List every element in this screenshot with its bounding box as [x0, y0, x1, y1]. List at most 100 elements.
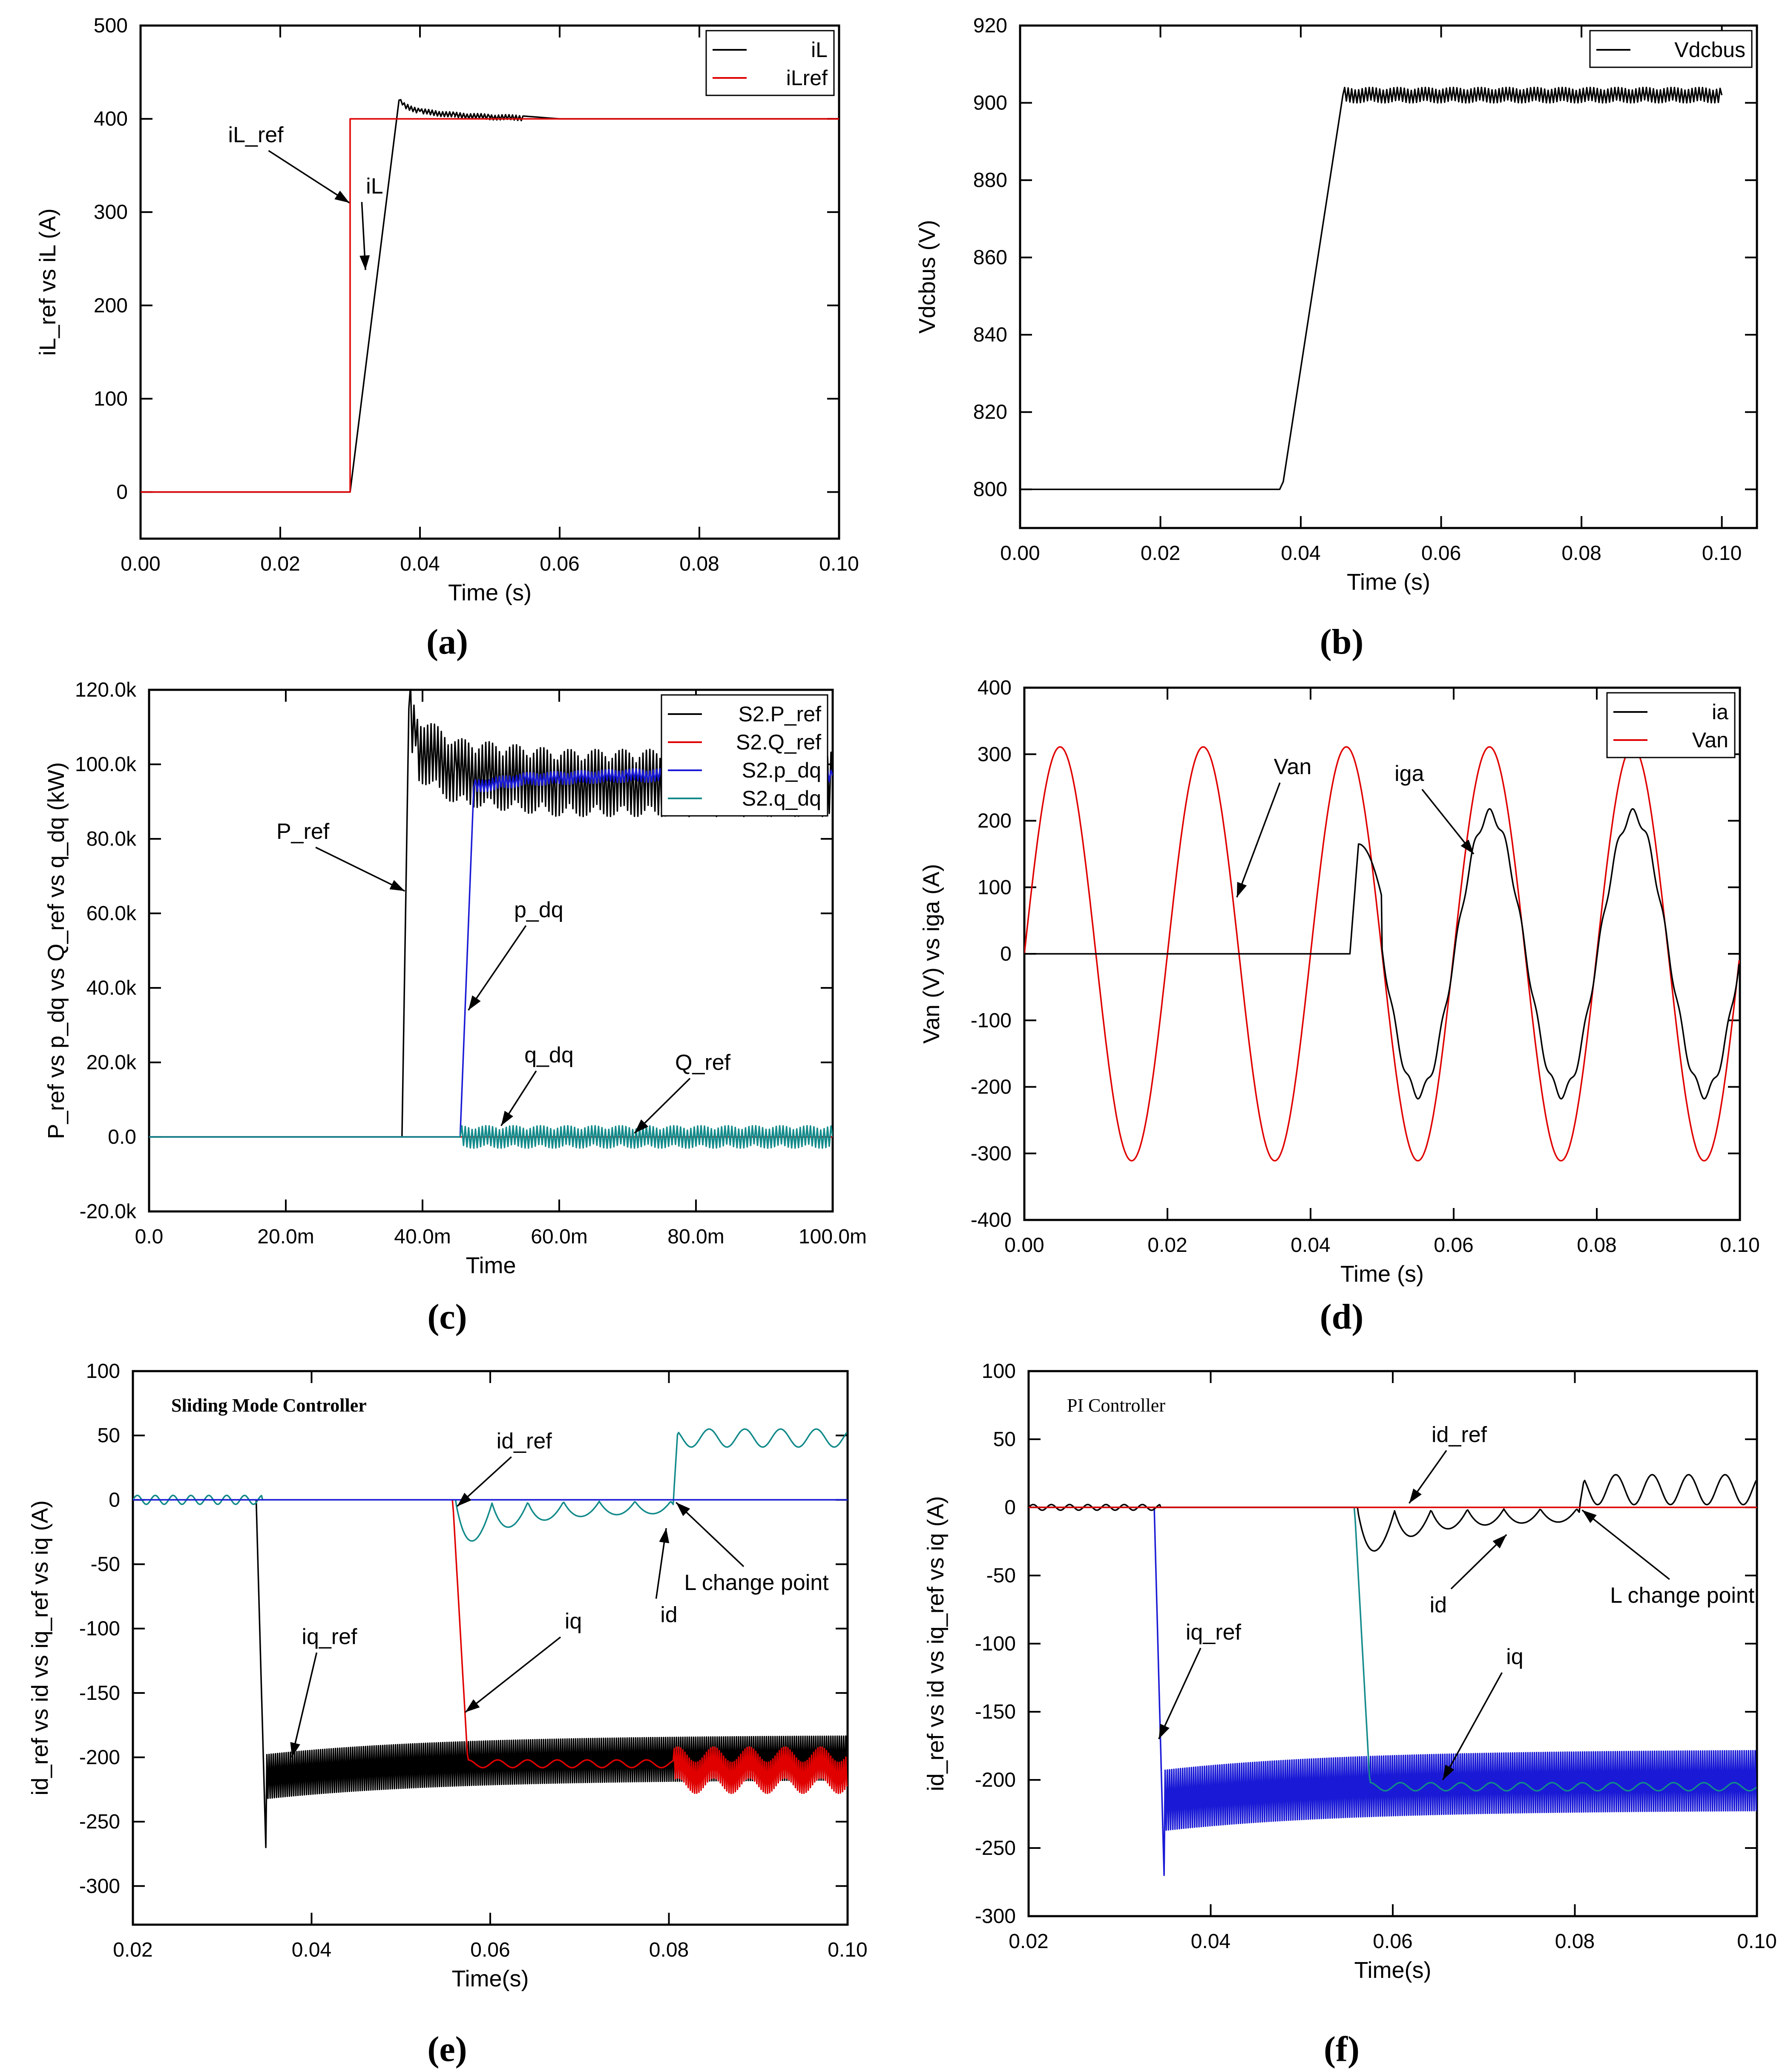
- y-tick-label: 860: [973, 247, 1007, 269]
- annotation-arrow: [1581, 1510, 1670, 1580]
- series-group: [1029, 1474, 1757, 1876]
- y-axis-label: id_ref vs id vs iq_ref vs iq (A): [27, 1500, 53, 1795]
- x-tick-label: 60.0m: [531, 1225, 587, 1248]
- x-tick-label: 0.06: [540, 553, 579, 575]
- chart-d: 0.00 0.02 0.04 0.06 0.08 0.10 -400 -300 -200 -100…: [919, 677, 1760, 1337]
- legend-box: [661, 694, 828, 817]
- y-tick-label: 0: [1004, 1496, 1016, 1519]
- annotation-label: iq: [1506, 1644, 1523, 1669]
- annotation-arrow: [268, 150, 350, 204]
- y-tick-label: 0: [116, 481, 128, 503]
- plot-frame: [148, 689, 834, 1213]
- y-tick-label: -150: [79, 1682, 120, 1705]
- y-tick-label: -50: [986, 1564, 1016, 1587]
- y-tick-label: 100.0k: [75, 753, 137, 776]
- annotation-arrow: [468, 925, 527, 1011]
- series-ia: [1024, 808, 1740, 1100]
- chart-b: 0.00 0.02 0.04 0.06 0.08 0.10 800 820 840 860 880 9…: [914, 14, 1758, 662]
- x-axis-label: Time (s): [1340, 1261, 1424, 1287]
- annotation-label: id_ref: [1432, 1422, 1487, 1447]
- arrow-head: [659, 1528, 670, 1544]
- y-tick-label: 100: [94, 387, 128, 410]
- x-tick-label: 0.02: [113, 1939, 152, 1961]
- x-axis-label: Time: [466, 1253, 516, 1278]
- x-tick-label: 0.08: [1555, 1930, 1595, 1953]
- legend-label: S2.p_dq: [742, 758, 821, 782]
- arrow-head: [1159, 1724, 1170, 1739]
- legend-label: S2.q_dq: [742, 786, 821, 810]
- y-tick-label: 200: [977, 810, 1012, 832]
- x-tick-label: 0.10: [828, 1939, 867, 1961]
- chart-c: 0.0 20.0m 40.0m 60.0m 80.0m 100.0m-20.0k0.020…: [43, 679, 867, 1337]
- y-tick-label: -200: [79, 1746, 120, 1769]
- x-tick-label: 0.02: [1147, 1234, 1187, 1257]
- arrow-head: [468, 995, 481, 1010]
- y-tick-label: 840: [973, 324, 1007, 346]
- x-tick-label: 0.08: [1577, 1234, 1616, 1257]
- y-tick-label: 0.0: [108, 1126, 136, 1148]
- y-tick-label: 120.0k: [75, 679, 137, 701]
- y-tick-label: 0: [109, 1489, 120, 1511]
- panel-caption: (e): [427, 2029, 467, 2069]
- x-tick-label: 0.08: [1561, 542, 1601, 565]
- x-tick-label: 0.00: [1004, 1234, 1044, 1257]
- annotation-arrow: [1158, 1647, 1202, 1739]
- x-tick-label: 0.08: [679, 553, 719, 575]
- legend-label: Van: [1692, 728, 1728, 752]
- series-id: [133, 1428, 848, 1542]
- arrow-head: [290, 1742, 300, 1757]
- x-tick-label: 0.04: [1191, 1930, 1230, 1953]
- x-axis-label: Time(s): [1354, 1957, 1432, 1983]
- x-tick-label: 0.00: [1000, 542, 1040, 565]
- legend-label: S2.P_ref: [738, 702, 821, 726]
- plot-frame: [139, 24, 840, 540]
- arrow-head: [465, 1699, 480, 1713]
- y-tick-label: 500: [94, 14, 128, 37]
- series-s2-p-dq: [149, 768, 833, 1138]
- y-tick-label: -200: [975, 1769, 1016, 1791]
- series-group: [1020, 86, 1723, 490]
- annotation-label: q_dq: [524, 1043, 574, 1068]
- y-axis-label: Vdcbus (V): [914, 220, 940, 333]
- legend: ia Van: [1606, 692, 1736, 758]
- x-tick-label: 0.08: [649, 1939, 689, 1961]
- chart-f: 0.02 0.04 0.06 0.08 0.10 -300 -250 -200 -150 -100…: [923, 1360, 1777, 2069]
- series-iq: [1029, 1507, 1757, 1792]
- annotation-label: Q_ref: [675, 1050, 731, 1075]
- y-tick-label: 100: [977, 876, 1012, 899]
- y-tick-label: 300: [977, 743, 1012, 766]
- x-tick-label: 20.0m: [257, 1225, 314, 1248]
- series-group: [1024, 746, 1740, 1162]
- x-axis-label: Time (s): [448, 580, 532, 606]
- y-tick-label: 80.0k: [86, 828, 137, 850]
- y-axis-label: P_ref vs p_dq vs Q_ref vs q_dq (kW): [43, 762, 69, 1139]
- x-tick-label: 0.02: [260, 553, 300, 575]
- annotation-arrow: [1236, 782, 1281, 898]
- plot-frame: [1019, 24, 1758, 529]
- x-tick-label: 80.0m: [667, 1225, 724, 1248]
- panel-caption: (a): [426, 622, 468, 662]
- y-tick-label: 40.0k: [86, 977, 137, 999]
- y-tick-label: -20.0k: [80, 1200, 137, 1223]
- x-tick-label: 0.06: [1373, 1930, 1412, 1953]
- x-tick-label: 100.0m: [799, 1225, 867, 1248]
- annotation-label: id: [1430, 1593, 1447, 1617]
- panel-caption: (c): [427, 1297, 467, 1337]
- y-tick-label: 100: [86, 1360, 120, 1383]
- y-axis-label: iL_ref vs iL (A): [35, 208, 60, 356]
- arrow-head: [1236, 882, 1247, 898]
- y-tick-label: -400: [971, 1209, 1012, 1231]
- y-tick-label: 20.0k: [86, 1051, 137, 1074]
- arrow-head: [359, 255, 370, 270]
- legend-label: ia: [1712, 700, 1728, 724]
- annotation-label: L change point: [684, 1570, 829, 1595]
- arrow-head: [1582, 1510, 1597, 1523]
- y-tick-label: -250: [79, 1811, 120, 1833]
- panel-caption: (f): [1324, 2029, 1360, 2069]
- arrow-head: [1492, 1535, 1507, 1549]
- x-tick-label: 0.02: [1009, 1930, 1048, 1953]
- y-tick-label: 820: [973, 401, 1007, 424]
- y-tick-label: -150: [975, 1701, 1016, 1723]
- x-axis-label: Time(s): [452, 1966, 529, 1992]
- chart-a: 0.00 0.02 0.04 0.06 0.08 0.10 0 100 200 300 400 500…: [35, 14, 859, 662]
